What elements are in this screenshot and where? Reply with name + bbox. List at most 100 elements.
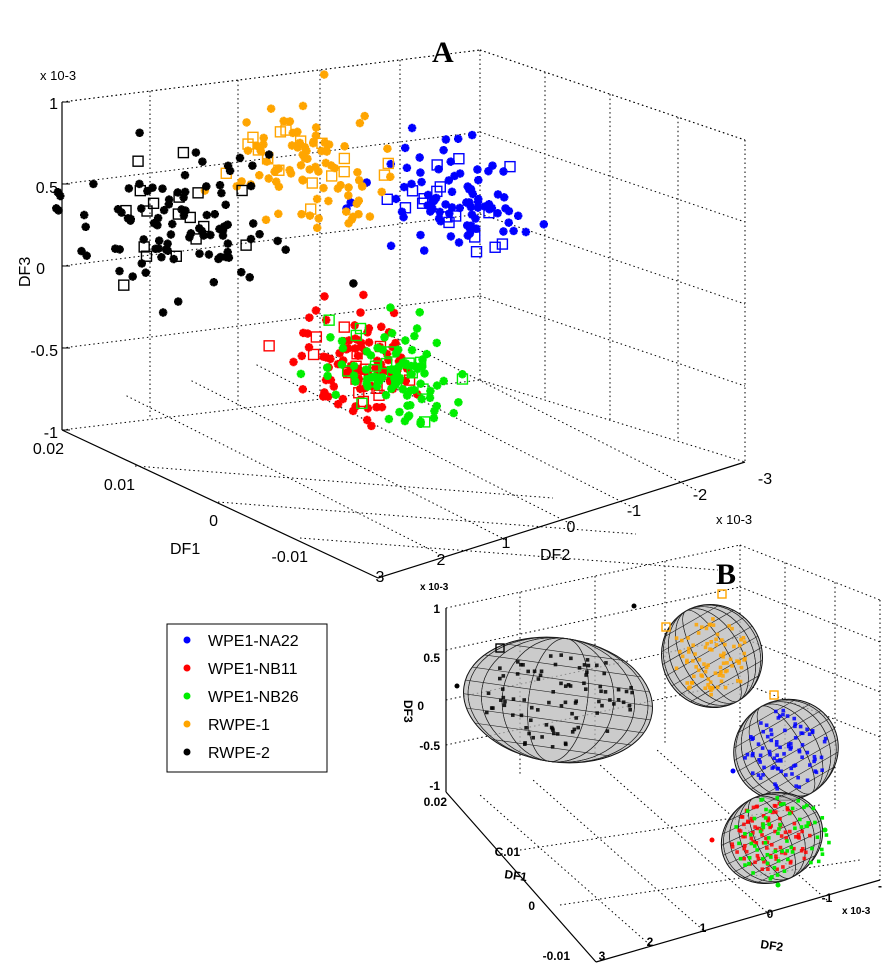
- data-point-star: [135, 128, 144, 137]
- data-point: [779, 834, 784, 838]
- data-point-star: [501, 204, 510, 213]
- data-point: [706, 677, 711, 681]
- data-point: [582, 663, 587, 667]
- data-point: [732, 644, 736, 649]
- data-point-square: [356, 397, 368, 410]
- ellipsoid-rwpe-2: [463, 636, 653, 764]
- data-point-star: [221, 200, 230, 209]
- data-point: [539, 669, 544, 674]
- data-point-star: [320, 292, 329, 301]
- data-point-star: [402, 163, 412, 172]
- ellipsoid-mesh: [743, 728, 835, 782]
- data-point: [770, 875, 774, 879]
- data-point-star: [473, 203, 483, 212]
- grid-line: [61, 213, 481, 267]
- data-point: [776, 767, 780, 771]
- data-point: [761, 840, 766, 845]
- data-point-star: [362, 178, 371, 187]
- data-point: [762, 859, 766, 864]
- data-point: [778, 823, 782, 827]
- data-point: [630, 690, 634, 695]
- data-point-star: [248, 161, 257, 170]
- data-point-star: [446, 157, 455, 166]
- data-point: [574, 716, 579, 720]
- grid-line: [479, 295, 746, 387]
- data-point: [700, 674, 705, 678]
- data-point: [527, 731, 531, 736]
- data-point: [785, 807, 790, 812]
- data-point: [742, 856, 746, 861]
- data-point-star: [246, 181, 256, 191]
- data-point-star: [426, 207, 435, 216]
- x-tick: C.01: [495, 845, 521, 859]
- data-point: [748, 832, 753, 837]
- series-wpe1-na22: [342, 123, 548, 258]
- data-point: [739, 637, 743, 642]
- legend-marker: [183, 636, 191, 644]
- data-point-star: [514, 211, 523, 220]
- data-point-star: [311, 131, 321, 140]
- data-point: [511, 697, 516, 701]
- data-point: [740, 815, 745, 819]
- ellipsoid-mesh: [734, 710, 822, 761]
- data-point: [510, 713, 515, 717]
- data-point-star: [400, 416, 410, 426]
- data-point: [756, 773, 761, 777]
- data-point-star: [395, 376, 404, 385]
- data-point: [823, 736, 828, 741]
- data-point-star: [362, 347, 372, 356]
- data-point-square: [354, 322, 367, 335]
- data-point-star: [286, 169, 296, 178]
- data-point-square: [147, 197, 160, 210]
- data-point: [745, 820, 750, 824]
- data-point: [759, 721, 763, 725]
- data-point: [758, 760, 762, 764]
- data-point: [696, 668, 701, 673]
- data-point: [764, 723, 769, 728]
- data-point: [765, 818, 770, 823]
- data-point: [793, 722, 798, 726]
- data-point-star: [323, 371, 332, 380]
- data-point-star: [314, 214, 323, 223]
- data-point: [785, 714, 790, 718]
- data-point-star: [322, 147, 331, 156]
- data-point: [753, 844, 757, 848]
- data-point-square: [496, 238, 509, 250]
- data-point-star: [330, 163, 339, 173]
- data-point-star: [410, 331, 419, 341]
- ellipsoid-rwpe-1: [660, 603, 764, 709]
- panel-b-y-ticks: 3 2 1 0 -1 -: [599, 879, 882, 963]
- data-point: [498, 676, 502, 681]
- data-point: [755, 853, 760, 858]
- data-point-star: [338, 344, 348, 353]
- data-point: [778, 758, 782, 762]
- data-point-square: [456, 373, 469, 385]
- data-point-star: [333, 184, 343, 193]
- data-point-square: [198, 220, 210, 233]
- data-point: [764, 836, 768, 841]
- data-point: [779, 802, 783, 807]
- data-point: [805, 750, 810, 755]
- data-point-star: [357, 338, 366, 348]
- data-point: [783, 851, 788, 856]
- data-point: [710, 685, 715, 690]
- data-point-star: [471, 214, 480, 223]
- data-point: [753, 860, 757, 865]
- data-point-star: [298, 101, 308, 111]
- data-point: [696, 631, 701, 635]
- data-point: [540, 735, 544, 739]
- data-point-star: [143, 186, 152, 196]
- data-point-square: [417, 383, 429, 395]
- data-point-star: [351, 377, 360, 386]
- data-point-square: [177, 146, 190, 159]
- data-point-star: [372, 403, 381, 412]
- data-point-star: [365, 212, 375, 221]
- data-point-square: [140, 250, 153, 262]
- data-point: [815, 835, 820, 840]
- data-point: [810, 730, 815, 735]
- data-point: [570, 730, 575, 734]
- data-point-star: [210, 210, 219, 219]
- data-point: [719, 669, 723, 674]
- data-point-star: [454, 238, 464, 247]
- data-point: [612, 702, 616, 706]
